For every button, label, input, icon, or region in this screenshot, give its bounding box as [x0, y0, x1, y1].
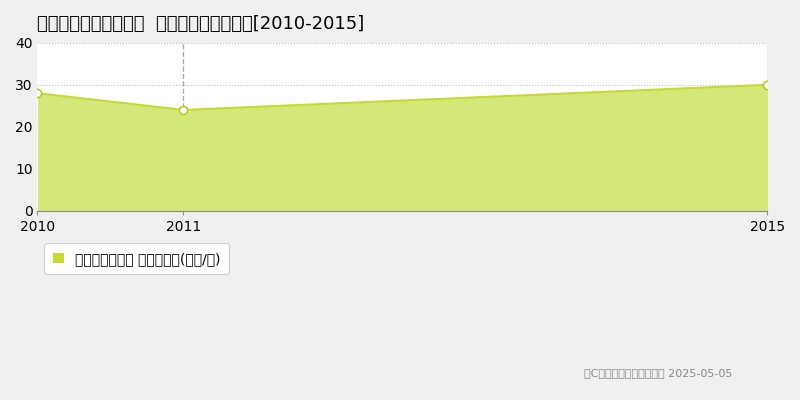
- Point: [761, 82, 774, 88]
- Text: （C）土地価格ドットコム 2025-05-05: （C）土地価格ドットコム 2025-05-05: [584, 368, 732, 378]
- Point: [177, 107, 190, 113]
- Text: 東広島市八本松町飯田  マンション価格推移[2010-2015]: 東広島市八本松町飯田 マンション価格推移[2010-2015]: [38, 15, 365, 33]
- Legend: マンション価格 平均坪単価(万円/坪): マンション価格 平均坪単価(万円/坪): [45, 244, 229, 274]
- Point: [31, 90, 44, 96]
